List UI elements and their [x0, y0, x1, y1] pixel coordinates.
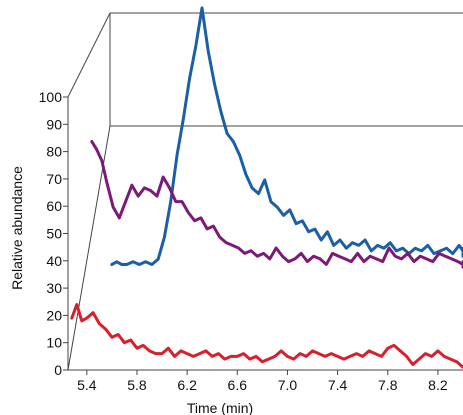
y-tick-label: 40 [46, 253, 62, 269]
y-axis-title: Relative abundance [9, 166, 25, 290]
y-tick-label: 90 [46, 116, 62, 132]
x-tick-label: 7.4 [328, 377, 348, 393]
x-tick-label: 8.2 [428, 377, 448, 393]
y-tick-label: 60 [46, 198, 62, 214]
x-tick-label: 5.4 [77, 377, 97, 393]
x-tick-label: 7.0 [278, 377, 298, 393]
x-tick-label: 6.2 [177, 377, 197, 393]
y-tick-label: 10 [46, 335, 62, 351]
chart-traces [70, 6, 463, 369]
y-tick-label: 70 [46, 171, 62, 187]
series-line-depth-0 [70, 303, 463, 369]
y-tick-label: 50 [46, 226, 62, 242]
x-tick-label: 6.6 [228, 377, 248, 393]
y-tick-label: 0 [54, 362, 62, 378]
chart-frame [67, 12, 463, 371]
depth-top-edge [67, 12, 111, 98]
x-axis-title: Time (min) [187, 400, 253, 415]
x-axis-ticks: 5.4 5.8 6.2 6.6 7.0 7.4 7.8 8.2 [77, 370, 448, 393]
x-tick-label: 5.8 [127, 377, 147, 393]
y-axis-ticks: 0 10 20 30 40 50 60 70 80 90 100 [39, 89, 68, 378]
y-tick-label: 100 [39, 89, 63, 105]
y-tick-label: 30 [46, 280, 62, 296]
x-tick-label: 7.8 [378, 377, 398, 393]
y-tick-label: 20 [46, 307, 62, 323]
series-line-depth-2 [110, 6, 463, 266]
y-tick-label: 80 [46, 144, 62, 160]
series-line-depth-1 [90, 140, 463, 269]
